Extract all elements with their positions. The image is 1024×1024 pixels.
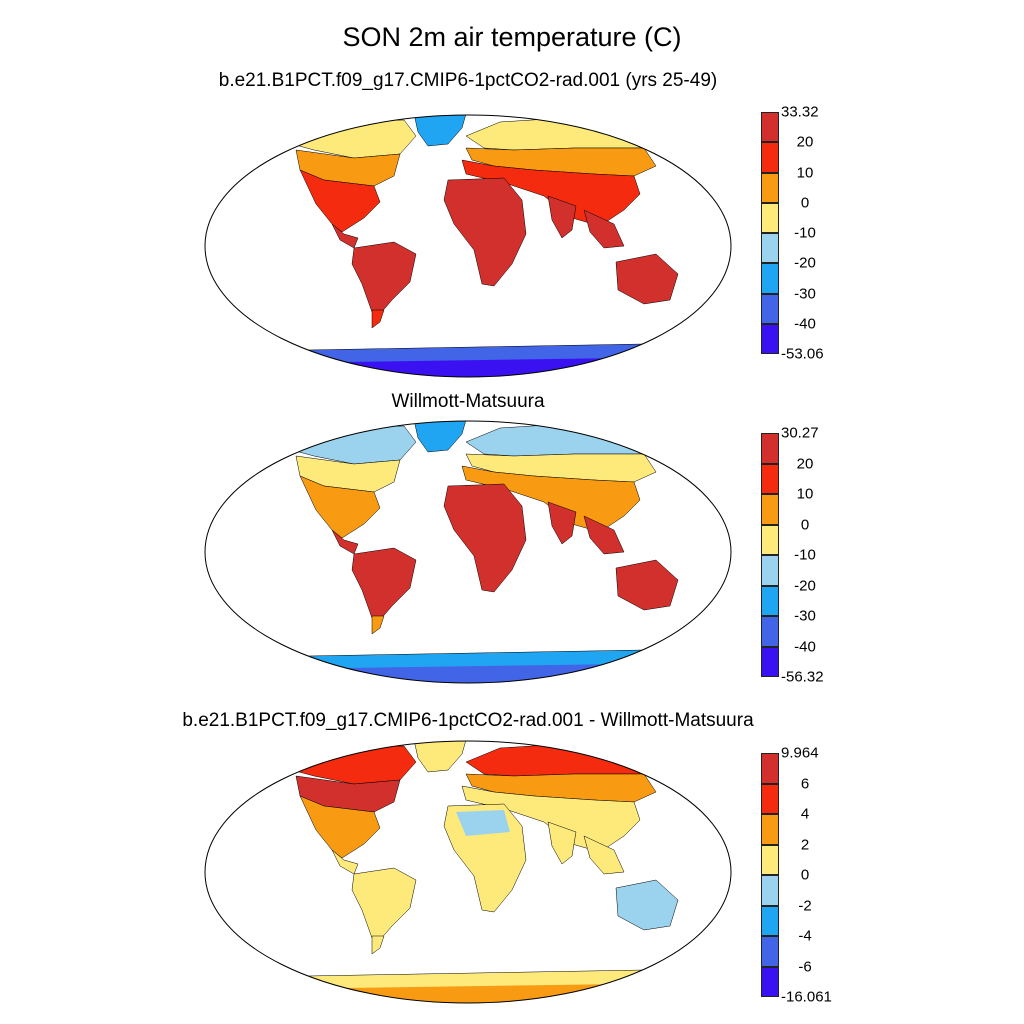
panel-3-title: b.e21.B1PCT.f09_g17.CMIP6-1pctCO2-rad.00… xyxy=(182,710,754,731)
colorbar-label: -10 xyxy=(794,546,816,564)
greenland xyxy=(413,115,467,147)
colorbar-label: -6 xyxy=(798,958,812,975)
australia xyxy=(615,253,679,305)
colorbar-segment xyxy=(761,263,779,294)
panel-2-title: Willmott-Matsuura xyxy=(391,391,545,412)
colorbar-segment xyxy=(761,233,779,264)
south-america-tip xyxy=(371,935,385,955)
eurasia-north xyxy=(465,117,675,151)
australia xyxy=(615,879,679,931)
colorbar-label: 4 xyxy=(800,805,810,823)
colorbar-segment xyxy=(761,433,779,464)
colorbar-label: -10 xyxy=(794,224,816,242)
colorbar-label: 10 xyxy=(796,485,814,503)
eurasia-north xyxy=(465,743,675,777)
colorbar-label: -40 xyxy=(794,638,816,655)
colorbar-label: -56.32 xyxy=(781,668,824,686)
colorbar-label: 6 xyxy=(800,775,810,792)
panel-1-title: b.e21.B1PCT.f09_g17.CMIP6-1pctCO2-rad.00… xyxy=(218,70,718,91)
colorbar-segment xyxy=(761,463,779,494)
colorbar-label: 2 xyxy=(800,836,810,853)
north-america-south xyxy=(299,475,381,539)
colorbar-segment xyxy=(761,112,779,143)
sahara-cool-patch xyxy=(456,810,510,836)
central-america xyxy=(331,529,359,555)
colorbar-label: -4 xyxy=(798,927,812,945)
colorbar-label: 33.32 xyxy=(781,103,819,121)
colorbar-label: 9.964 xyxy=(781,744,819,762)
central-america xyxy=(331,223,359,249)
map-panel-model xyxy=(204,114,732,378)
colorbar-segment xyxy=(761,323,779,354)
south-america-tip xyxy=(371,309,385,329)
south-america xyxy=(351,547,417,621)
colorbar-segment xyxy=(761,172,779,203)
colorbar-segment xyxy=(761,814,779,845)
colorbar-segment xyxy=(761,142,779,173)
colorbar-segment xyxy=(761,966,779,997)
north-america-south xyxy=(299,795,381,859)
colorbar-segment xyxy=(761,936,779,967)
colorbar-label: 10 xyxy=(796,164,814,181)
india xyxy=(547,195,577,239)
colorbar-label: -40 xyxy=(794,315,816,333)
colorbar-model: 33.32 20 10 0 -10 -20 -30 -40 -53.06 xyxy=(761,104,824,363)
colorbar-segment xyxy=(761,783,779,814)
india xyxy=(547,821,577,865)
colorbar-segment xyxy=(761,905,779,936)
south-america xyxy=(351,241,417,315)
colorbar-label: 20 xyxy=(796,455,814,472)
colorbar-label: -30 xyxy=(794,285,816,302)
india xyxy=(547,501,577,545)
colorbar-observations: 30.27 20 10 0 -10 -20 -30 -40 -56.32 xyxy=(761,425,824,686)
colorbar-label: -2 xyxy=(798,897,812,914)
colorbar-segment xyxy=(761,555,779,586)
eurasia-north xyxy=(465,423,675,457)
colorbar-segment xyxy=(761,494,779,525)
se-asia xyxy=(583,835,625,875)
south-america-tip xyxy=(371,615,385,635)
colorbar-segment xyxy=(761,844,779,875)
colorbar-label: -20 xyxy=(794,577,816,594)
colorbar-label: -20 xyxy=(794,254,816,272)
map-panel-observations xyxy=(204,420,732,684)
colorbar-label: 0 xyxy=(800,194,810,212)
colorbar-segment xyxy=(761,585,779,616)
africa xyxy=(443,483,527,593)
se-asia xyxy=(583,515,625,555)
colorbar-label: 30.27 xyxy=(781,424,819,442)
colorbar-label: -30 xyxy=(794,607,816,625)
central-america xyxy=(331,849,359,875)
map-panel-difference xyxy=(204,740,732,1004)
colorbar-label: 0 xyxy=(800,866,810,884)
colorbar-segment xyxy=(761,875,779,906)
figure-title: SON 2m air temperature (C) xyxy=(342,22,682,52)
greenland xyxy=(413,741,467,773)
colorbar-label: -53.06 xyxy=(781,345,824,363)
north-america-south xyxy=(299,169,381,233)
colorbar-segment xyxy=(761,293,779,324)
colorbar-difference: 9.964 6 4 2 0 -2 -4 -6 -16.061 xyxy=(761,745,832,1006)
south-america xyxy=(351,867,417,941)
australia xyxy=(615,559,679,611)
se-asia xyxy=(583,209,625,249)
colorbar-segment xyxy=(761,646,779,677)
colorbar-label: 20 xyxy=(796,133,814,151)
colorbar-segment xyxy=(761,616,779,647)
africa xyxy=(443,177,527,287)
colorbar-segment xyxy=(761,753,779,784)
greenland xyxy=(413,421,467,453)
colorbar-label: 0 xyxy=(800,516,810,533)
colorbar-segment xyxy=(761,202,779,233)
colorbar-segment xyxy=(761,524,779,555)
colorbar-label: -16.061 xyxy=(781,988,832,1006)
